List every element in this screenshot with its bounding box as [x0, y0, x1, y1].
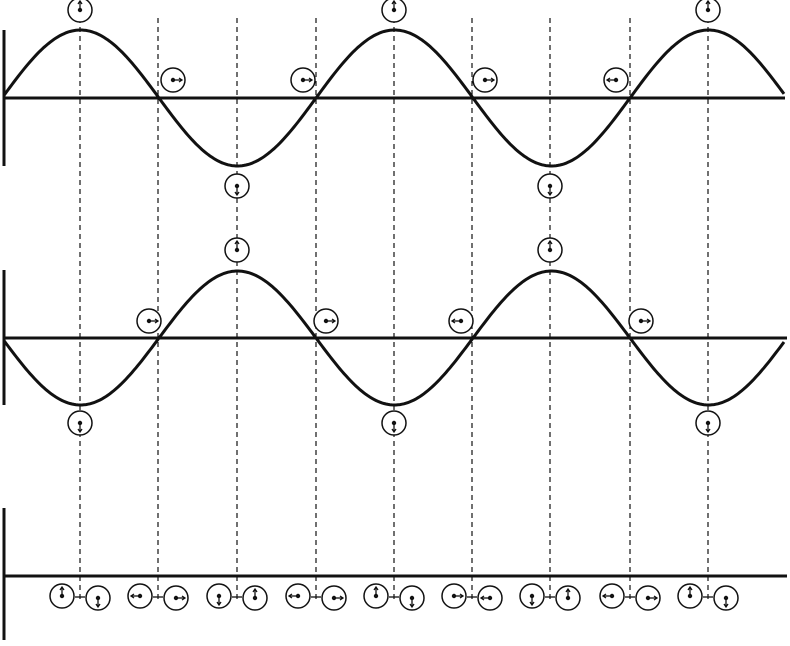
- wave-middle: [2, 269, 786, 407]
- arrow-head: [391, 0, 397, 5]
- phasor-circle: [285, 583, 311, 609]
- phasor-circle: [628, 308, 654, 334]
- arrow-head: [705, 0, 711, 5]
- phasor-circle: [599, 583, 625, 609]
- phasor-circle: [635, 585, 661, 611]
- phasor-circle: [555, 585, 581, 611]
- phasor-circle: [49, 583, 75, 609]
- arrow-head: [459, 593, 465, 599]
- arrow-head: [252, 587, 258, 593]
- phasor-circle: [313, 308, 339, 334]
- phasor-circle: [224, 237, 250, 263]
- phasor-circle: [399, 585, 425, 611]
- phasor-circle: [127, 583, 153, 609]
- phasor-circle: [519, 583, 545, 609]
- arrow-head: [77, 0, 83, 5]
- arrow-head: [154, 318, 160, 324]
- phasor-circle: [448, 308, 474, 334]
- arrow-head: [601, 593, 607, 599]
- arrow-head: [490, 77, 496, 83]
- phasor-circle: [290, 67, 316, 93]
- arrow-head: [646, 318, 652, 324]
- arrow-head: [216, 601, 222, 607]
- phasor-circle: [224, 173, 250, 199]
- arrow-head: [234, 191, 240, 197]
- arrow-head: [391, 428, 397, 434]
- phasor-circle: [695, 0, 721, 23]
- arrow-head: [409, 603, 415, 609]
- phasor-circle: [136, 308, 162, 334]
- wave-top: [2, 28, 786, 168]
- phasor-circle: [206, 583, 232, 609]
- arrow-head: [605, 77, 611, 83]
- phasor-circle: [477, 585, 503, 611]
- arrow-head: [181, 595, 187, 601]
- phasor-circle: [67, 0, 93, 23]
- phasor-circle: [321, 585, 347, 611]
- phasor-circle: [67, 410, 93, 436]
- arrow-head: [308, 77, 314, 83]
- arrow-head: [129, 593, 135, 599]
- phasor-circle: [695, 410, 721, 436]
- arrow-head: [373, 585, 379, 591]
- arrow-head: [178, 77, 184, 83]
- phasor-circle: [85, 585, 111, 611]
- arrow-head: [547, 191, 553, 197]
- arrow-head: [59, 585, 65, 591]
- arrow-head: [339, 595, 345, 601]
- phasor-circle: [603, 67, 629, 93]
- arrow-head: [723, 603, 729, 609]
- phasor-circle: [677, 583, 703, 609]
- arrow-head: [331, 318, 337, 324]
- arrow-head: [234, 239, 240, 245]
- phasor-circle: [537, 173, 563, 199]
- phasor-circle: [381, 0, 407, 23]
- phasor-circle: [363, 583, 389, 609]
- phasor-circle: [160, 67, 186, 93]
- arrow-head: [77, 428, 83, 434]
- arrow-head: [687, 585, 693, 591]
- phasor-circle: [441, 583, 467, 609]
- arrow-head: [529, 601, 535, 607]
- arrow-head: [705, 428, 711, 434]
- phasor-circle: [242, 585, 268, 611]
- arrow-head: [450, 318, 456, 324]
- phasor-circle: [537, 237, 563, 263]
- phasor-circle: [163, 585, 189, 611]
- arrow-head: [479, 595, 485, 601]
- arrow-head: [653, 595, 659, 601]
- phasor-circle: [713, 585, 739, 611]
- arrow-head: [565, 587, 571, 593]
- arrow-head: [287, 593, 293, 599]
- arrow-head: [95, 603, 101, 609]
- phasor-circle: [381, 410, 407, 436]
- arrow-head: [547, 239, 553, 245]
- phasor-circle: [472, 67, 498, 93]
